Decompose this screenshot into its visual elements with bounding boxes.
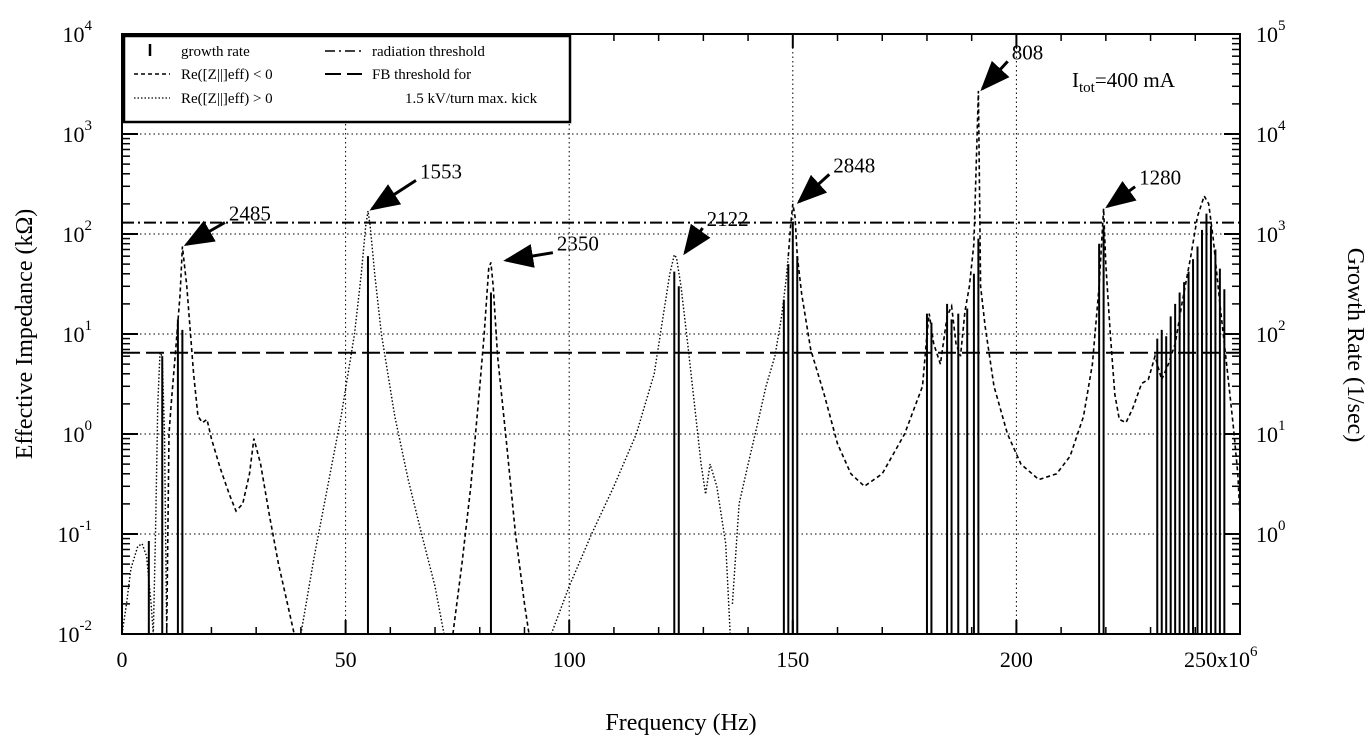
- y-tick-labels: 10-2 10-1 100 101 102 103 104: [58, 18, 93, 647]
- y-tick-label: 102: [63, 218, 93, 247]
- threshold-lines: [122, 221, 1240, 354]
- peak-label: 1553: [420, 159, 462, 183]
- peak-arrow: [980, 60, 1010, 92]
- y2-tick-label: 103: [1256, 218, 1286, 247]
- legend-label-re-negative: Re([Z||]eff) < 0: [181, 67, 273, 83]
- peak-arrow: [369, 179, 417, 211]
- legend: growth rate Re([Z||]eff) < 0 Re([Z||]eff…: [122, 34, 572, 124]
- peak-labels: 2485 1553 2350 2122 2848 808 1280: [183, 40, 1181, 268]
- y2-tick-label: 104: [1256, 118, 1286, 147]
- x-tick-label: 50: [335, 647, 357, 672]
- y2-tick-label: 100: [1256, 518, 1286, 547]
- x-tick-label: 0: [117, 647, 128, 672]
- y2-tick-labels: 100 101 102 103 104 105: [1256, 18, 1286, 547]
- legend-label-fb-threshold: FB threshold for: [372, 67, 471, 83]
- impedance-negative-curve: [452, 262, 530, 635]
- peak-arrow: [1105, 180, 1137, 209]
- impedance-curves: [121, 90, 1241, 635]
- impedance-negative-curve: [165, 246, 295, 635]
- x-axis-title: Frequency (Hz): [605, 710, 756, 736]
- legend-label-radiation: radiation threshold: [372, 44, 485, 60]
- peak-label: 808: [1012, 40, 1044, 64]
- y-axis-title: Effective Impedance (kΩ): [12, 209, 38, 460]
- x-tick-label-last: 250x106: [1184, 644, 1258, 672]
- y-tick-label: 10-1: [58, 518, 93, 547]
- legend-label-kick: 1.5 kV/turn max. kick: [405, 91, 538, 107]
- y-tick-label: 101: [63, 318, 93, 347]
- impedance-negative-curve: [787, 90, 1241, 517]
- peak-label: 2350: [557, 232, 599, 256]
- peak-label: 1280: [1139, 166, 1181, 190]
- x-tick-label: 200: [1000, 647, 1033, 672]
- growth-rate-bars: [147, 213, 1226, 634]
- impedance-positive-curve: [121, 350, 168, 635]
- y-tick-label: 100: [63, 418, 93, 447]
- peak-arrow: [503, 244, 554, 268]
- peak-arrow: [183, 220, 226, 246]
- x-tick-label: 100: [553, 647, 586, 672]
- y2-tick-label: 102: [1256, 318, 1286, 347]
- legend-label-re-positive: Re([Z||]eff) > 0: [181, 91, 273, 107]
- impedance-positive-curve: [550, 253, 731, 635]
- y2-tick-label: 101: [1256, 418, 1286, 447]
- x-tick-label: 150: [776, 647, 809, 672]
- peak-arrow: [683, 223, 711, 256]
- y2-axis-title: Growth Rate (1/sec): [1342, 248, 1368, 443]
- y-tick-label: 103: [63, 118, 93, 147]
- peak-label: 2848: [833, 153, 875, 177]
- y2-tick-label: 105: [1256, 18, 1286, 47]
- impedance-positive-curve: [731, 256, 789, 604]
- impedance-positive-curve: [300, 210, 445, 635]
- beam-current-label: Itot=400 mA: [1072, 68, 1176, 96]
- grid-lines: [122, 34, 1240, 634]
- peak-label: 2122: [707, 207, 749, 231]
- x-tick-labels: 0 50 100 150 200 250x106: [117, 644, 1259, 672]
- peak-label: 2485: [229, 201, 271, 225]
- legend-label-growth-rate: growth rate: [181, 44, 250, 60]
- y-tick-label: 10-2: [58, 618, 93, 647]
- peak-arrow: [796, 173, 831, 204]
- y-tick-label: 104: [63, 18, 93, 47]
